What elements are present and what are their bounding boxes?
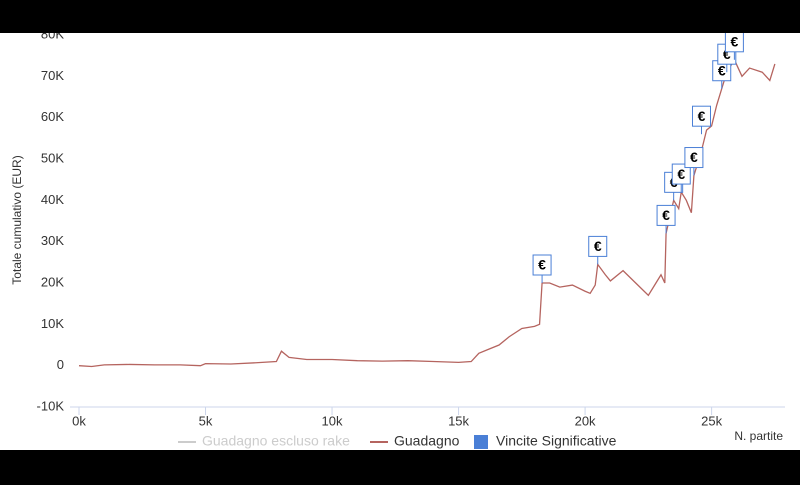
flag-label: €	[718, 62, 726, 78]
flag-label: €	[698, 108, 706, 124]
legend-swatch	[474, 435, 488, 449]
flag-label: €	[723, 46, 731, 62]
x-tick-label: 20k	[575, 413, 596, 428]
legend-label[interactable]: Guadagno escluso rake	[202, 433, 350, 449]
flag-label: €	[594, 238, 602, 254]
flag: €	[532, 254, 552, 283]
x-tick-label: 5k	[199, 413, 213, 428]
y-tick-label: 50K	[41, 150, 64, 165]
flag-box	[588, 235, 608, 257]
y-tick-label: 20K	[41, 274, 64, 289]
flag-label: €	[690, 149, 698, 165]
y-tick-label: 70K	[41, 68, 64, 83]
top-band	[0, 0, 800, 33]
y-tick-label: 0	[57, 357, 64, 372]
flag: €	[684, 147, 704, 176]
flag-label: €	[677, 166, 685, 182]
flag: €	[671, 163, 691, 193]
bottom-band	[0, 450, 800, 485]
y-tick-label: 30K	[41, 233, 64, 248]
flag-label: €	[538, 257, 546, 273]
y-axis-label: Totale cumulativo (EUR)	[10, 155, 24, 284]
x-tick-label: 0k	[72, 413, 86, 428]
y-tick-label: 10K	[41, 316, 64, 331]
line-series	[78, 58, 776, 368]
legend-label[interactable]: Guadagno	[394, 433, 460, 449]
x-axis-label: N. partite	[734, 429, 783, 443]
x-tick-label: 15k	[448, 413, 469, 428]
legend-item[interactable]: Vincite Significative	[474, 433, 617, 449]
flag-box	[684, 147, 704, 169]
y-tick-label: -10K	[37, 398, 65, 413]
x-tick-label: 10k	[322, 413, 343, 428]
flag: €	[691, 105, 711, 135]
y-tick-label: 40K	[41, 192, 64, 207]
flag-box	[656, 204, 676, 226]
flag-box	[671, 163, 691, 185]
y-tick-label: 60K	[41, 109, 64, 124]
flag-label: €	[662, 207, 670, 223]
flag-label: €	[730, 34, 738, 50]
flag-box	[691, 105, 711, 127]
x-tick-label: 25k	[701, 413, 722, 428]
flag: €	[656, 204, 676, 234]
flag-box	[532, 254, 552, 276]
flag: €	[588, 235, 608, 265]
legend-label[interactable]: Vincite Significative	[496, 433, 617, 449]
legend-item[interactable]: Guadagno escluso rake	[178, 433, 350, 449]
flag: €	[712, 60, 732, 89]
legend-item[interactable]: Guadagno	[370, 433, 460, 449]
